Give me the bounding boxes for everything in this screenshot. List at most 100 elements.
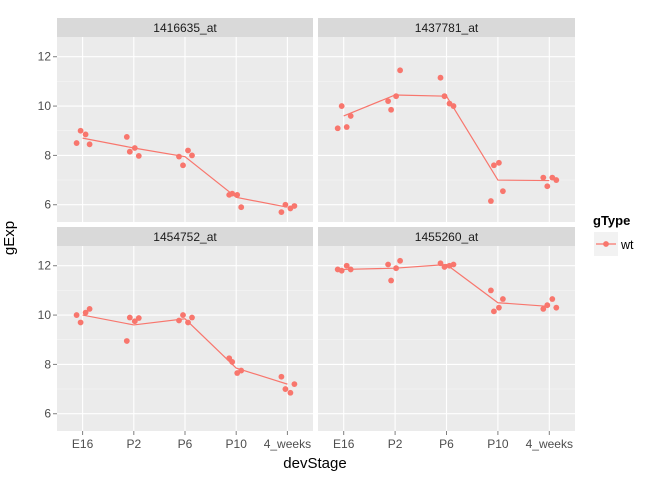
data-point — [77, 319, 84, 326]
legend-key-point — [603, 241, 609, 247]
data-point — [291, 381, 298, 388]
data-point — [388, 277, 394, 284]
x-tick-label: P2 — [388, 437, 403, 451]
data-point — [549, 296, 556, 302]
y-axis-label: gExp — [1, 221, 18, 255]
data-point — [553, 177, 560, 183]
y-tick-label: 8 — [44, 148, 51, 162]
data-point — [437, 74, 444, 81]
data-point — [397, 257, 403, 264]
data-point — [176, 317, 182, 324]
facet-title: 1437781_at — [415, 21, 479, 35]
data-point — [338, 103, 345, 109]
data-point — [450, 261, 457, 268]
data-point — [291, 203, 298, 209]
y-tick-label: 6 — [44, 407, 51, 421]
data-point — [282, 201, 289, 208]
data-point — [491, 308, 497, 315]
data-point — [393, 93, 399, 100]
data-point — [385, 261, 391, 268]
data-point — [437, 260, 444, 267]
data-point — [131, 145, 138, 151]
data-point — [334, 125, 341, 132]
series-line-wt — [82, 137, 288, 208]
y-tick-label: 10 — [38, 99, 52, 113]
data-point — [343, 262, 350, 269]
data-point — [189, 152, 195, 159]
data-point — [73, 312, 80, 318]
data-point — [123, 338, 130, 344]
data-point — [234, 191, 241, 198]
data-point — [450, 103, 457, 109]
data-point — [544, 302, 551, 309]
x-tick-label: E16 — [72, 437, 94, 451]
facet-panel-3: 1454752_at 6 8 10 12 E16 P2 P6 P10 4_weeks — [38, 227, 313, 451]
legend-entry-wt: wt — [620, 238, 634, 252]
data-point — [540, 306, 547, 312]
data-point — [287, 389, 294, 396]
data-point — [180, 162, 186, 169]
data-point — [180, 312, 186, 318]
facet-panel-4: 1455260_at E16 P2 P6 P10 4_weeks — [318, 227, 575, 451]
data-point — [126, 314, 133, 321]
data-point — [488, 287, 494, 294]
x-tick-label: P2 — [126, 437, 141, 451]
facet-title: 1416635_at — [153, 21, 217, 35]
data-point — [135, 315, 142, 321]
facet-strip — [57, 227, 313, 246]
data-point — [123, 134, 130, 140]
data-point — [343, 124, 350, 130]
x-tick-label: E16 — [333, 437, 355, 451]
data-point — [185, 147, 191, 154]
data-point — [338, 267, 345, 274]
data-point — [185, 319, 191, 326]
facet-strip — [318, 227, 575, 246]
x-tick-label: 4_weeks — [526, 437, 573, 451]
data-point — [126, 148, 133, 155]
data-point — [131, 318, 138, 325]
data-point — [496, 304, 502, 311]
data-point — [553, 304, 560, 311]
data-point — [385, 98, 391, 105]
data-point — [86, 306, 93, 312]
data-point — [393, 265, 399, 272]
facet-strip — [318, 18, 575, 37]
data-point — [397, 67, 403, 74]
y-tick-label: 8 — [44, 357, 51, 371]
data-point — [82, 131, 89, 138]
x-tick-label: 4_weeks — [264, 437, 311, 451]
facet-panel-1: 1416635_at 6 8 10 12 — [38, 18, 313, 222]
data-point — [500, 296, 506, 302]
data-point — [226, 355, 233, 362]
panels-layer: 1416635_at 6 8 10 12 1437781_at 1454752_at 6 8 10… — [38, 18, 575, 451]
data-point — [82, 309, 89, 316]
facet-title: 1455260_at — [415, 230, 479, 244]
data-point — [441, 264, 448, 270]
data-point — [544, 183, 551, 190]
x-tick-label: P10 — [487, 437, 509, 451]
data-point — [347, 113, 354, 119]
series-line-wt — [82, 314, 288, 385]
data-point — [488, 198, 494, 204]
data-point — [347, 266, 354, 273]
data-point — [491, 162, 497, 169]
data-point — [282, 386, 289, 392]
data-point — [441, 93, 448, 100]
x-axis-label: devStage — [283, 455, 346, 472]
data-point — [135, 152, 142, 159]
data-point — [278, 373, 285, 380]
data-point — [226, 191, 233, 198]
series-line-wt — [343, 263, 550, 308]
data-point — [234, 370, 241, 376]
data-point — [500, 188, 506, 195]
legend-title: gType — [593, 213, 630, 228]
data-point — [176, 153, 182, 160]
facet-panel-2: 1437781_at — [318, 18, 575, 222]
data-point — [388, 106, 394, 113]
data-point — [496, 159, 502, 166]
data-point — [540, 174, 547, 181]
y-tick-label: 12 — [38, 50, 52, 64]
data-point — [73, 140, 80, 146]
legend: gType wt — [593, 213, 634, 256]
